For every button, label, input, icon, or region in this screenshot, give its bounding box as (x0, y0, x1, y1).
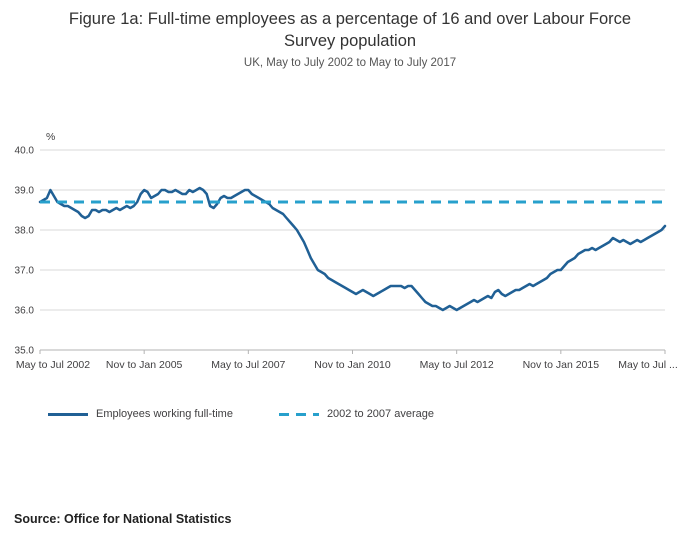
y-tick-label: 40.0 (15, 146, 35, 157)
legend-item-fulltime: Employees working full-time (48, 408, 233, 420)
y-tick-label: 35.0 (15, 346, 35, 357)
legend-label-fulltime: Employees working full-time (96, 408, 233, 420)
y-tick-label: 39.0 (15, 186, 35, 197)
fulltime-employees-line (38, 186, 667, 312)
y-tick-label: 36.0 (15, 306, 35, 317)
legend: Employees working full-time 2002 to 2007… (48, 408, 434, 420)
source-text: Source: Office for National Statistics (14, 512, 232, 526)
line-chart: % 35.0 36.0 37.0 38.0 39.0 40.0 May to Jul 2002… (15, 131, 678, 371)
solid-line-swatch-icon (48, 412, 88, 416)
x-tick-label: May to Jul ... (618, 359, 678, 371)
x-tick-label: Nov to Jan 2005 (106, 359, 183, 371)
chart-subtitle: UK, May to July 2002 to May to July 2017 (243, 57, 457, 69)
x-tick-label: May to Jul 2007 (211, 359, 285, 371)
x-tick-label: May to Jul 2002 (16, 359, 90, 371)
x-tick-label: Nov to Jan 2010 (314, 359, 391, 371)
chart-area: % 35.0 36.0 37.0 38.0 39.0 40.0 May to Jul 2002… (0, 128, 700, 383)
y-tick-label: 38.0 (15, 226, 35, 237)
legend-item-average: 2002 to 2007 average (278, 408, 434, 420)
dashed-line-swatch-icon (278, 412, 319, 416)
y-axis-unit-label: % (46, 131, 55, 143)
y-tick-label: 37.0 (15, 266, 35, 277)
x-tick-label: Nov to Jan 2015 (523, 359, 600, 371)
x-tick-label: May to Jul 2012 (420, 359, 494, 371)
chart-title: Figure 1a: Full-time employees as a perc… (68, 10, 632, 51)
legend-label-average: 2002 to 2007 average (326, 408, 434, 420)
